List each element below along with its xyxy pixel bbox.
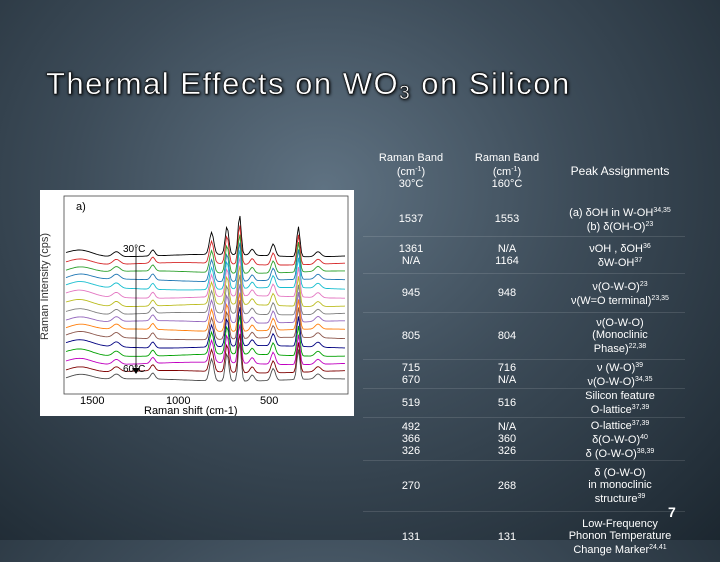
temp-label-top: 30°C bbox=[123, 244, 145, 255]
table-cell-30c: 945 bbox=[363, 274, 459, 313]
table-cell-30c: 1537 bbox=[363, 202, 459, 237]
header-raman-160c: Raman Band (cm-1) 160°C bbox=[459, 140, 555, 202]
raman-spectra-figure: Raman Intensity (cps) a) 30°C 60°C 1500 … bbox=[40, 190, 354, 416]
table-cell-160c: 948 bbox=[459, 274, 555, 313]
header-raman-30c: Raman Band (cm-1) 30°C bbox=[363, 140, 459, 202]
raman-band-table: Raman Band (cm-1) 30°C Raman Band (cm-1)… bbox=[363, 140, 685, 562]
slide-title: Thermal Effects on WO3 on Silicon bbox=[46, 66, 571, 105]
page-number: 7 bbox=[668, 504, 676, 520]
header-peak-assignments: Peak Assignments bbox=[555, 140, 685, 202]
table-cell-160c: 1553 bbox=[459, 202, 555, 237]
table-header-row: Raman Band (cm-1) 30°C Raman Band (cm-1)… bbox=[363, 140, 685, 202]
table-cell-160c: 268 bbox=[459, 461, 555, 512]
temp-label-bottom: 60°C bbox=[123, 364, 145, 375]
panel-label: a) bbox=[76, 201, 86, 213]
figure-xlabel: Raman shift (cm-1) bbox=[144, 405, 238, 416]
table-cell-30c: 270 bbox=[363, 461, 459, 512]
x-tick-1500: 1500 bbox=[80, 395, 104, 407]
table-cell-30c: 131 bbox=[363, 512, 459, 562]
figure-ylabel: Raman Intensity (cps) bbox=[40, 233, 51, 340]
table-cell-30c: 805 bbox=[363, 313, 459, 360]
table-cell-160c: 131 bbox=[459, 512, 555, 562]
table-cell-160c: 804 bbox=[459, 313, 555, 360]
table-cell-assignment: (a) δOH in W-OH34,35(b) δ(OH-O)23 bbox=[555, 202, 685, 237]
table-cell-160c: 516 bbox=[459, 389, 555, 418]
x-tick-500: 500 bbox=[260, 395, 278, 407]
table-cell-30c: 519 bbox=[363, 389, 459, 418]
figure-background bbox=[40, 190, 354, 416]
